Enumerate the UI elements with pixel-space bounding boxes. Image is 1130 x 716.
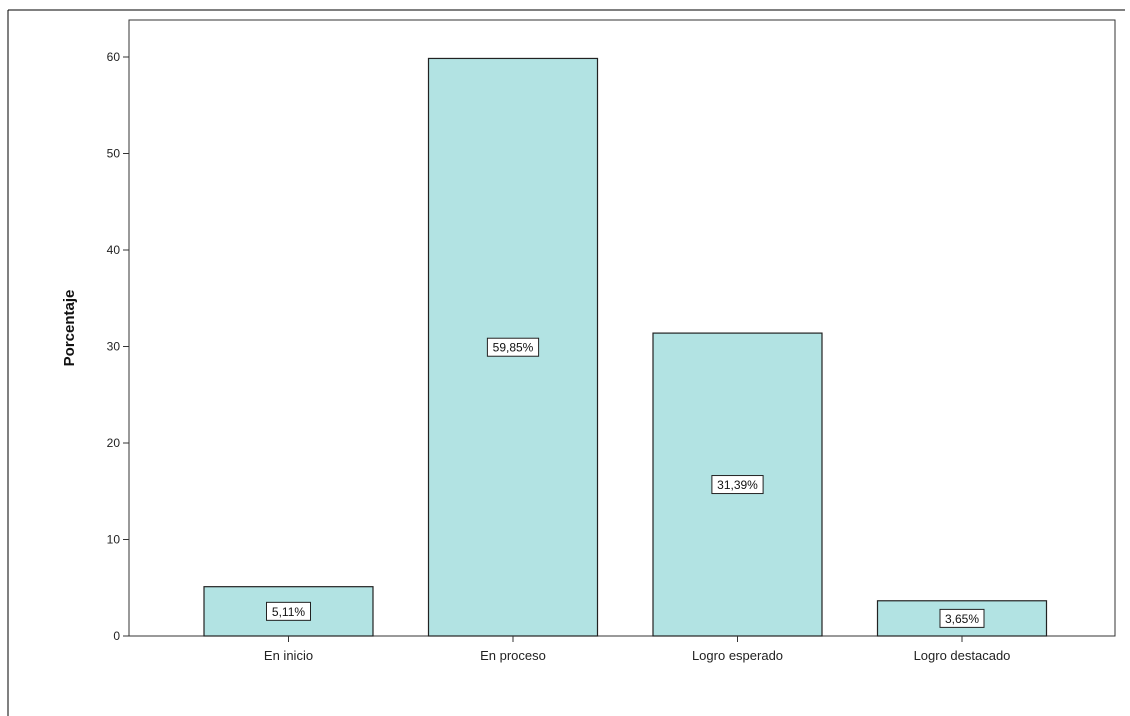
y-tick-label: 30 <box>107 340 121 354</box>
x-tick-label: Logro esperado <box>692 648 783 663</box>
x-tick-label: Logro destacado <box>914 648 1011 663</box>
x-tick-label: En inicio <box>264 648 313 663</box>
y-axis-label: Porcentaje <box>61 290 78 367</box>
plot-area <box>128 19 1116 637</box>
bar <box>203 586 374 637</box>
y-tick-label: 20 <box>107 436 121 450</box>
data-label-box <box>266 601 311 621</box>
data-label-box <box>939 608 985 628</box>
x-tick-label: En proceso <box>480 648 546 663</box>
y-tick-label: 0 <box>113 629 120 643</box>
y-axis-ticks: 0 10 20 30 40 50 60 <box>107 50 129 643</box>
data-label: 59,85% <box>493 341 534 355</box>
bars-group: 5,11% 59,85% 31,39% 3,65% <box>203 57 1048 637</box>
y-tick-label: 60 <box>107 50 121 64</box>
data-label-box <box>486 337 540 357</box>
y-tick-label: 10 <box>107 533 121 547</box>
category-labels: En inicio En proceso Logro esperado Logro d… <box>264 636 1011 663</box>
data-label: 5,11% <box>272 605 305 619</box>
y-tick-label: 40 <box>107 243 121 257</box>
data-label: 31,39% <box>717 478 758 492</box>
data-label-box <box>711 475 764 495</box>
data-label: 3,65% <box>945 612 979 626</box>
y-tick-label: 50 <box>107 147 121 161</box>
